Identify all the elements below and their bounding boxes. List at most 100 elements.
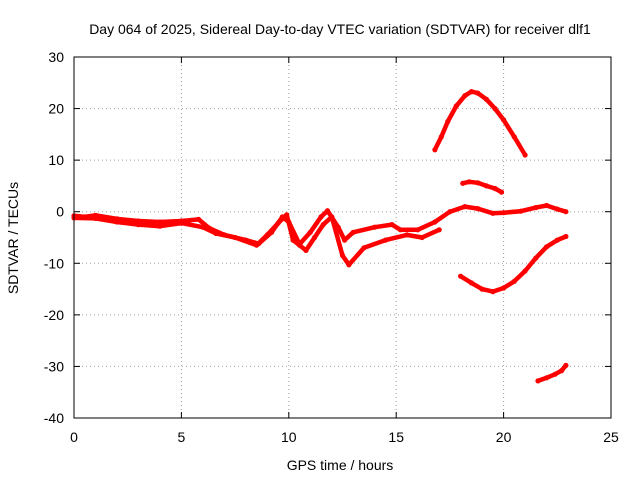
- data-point: [559, 368, 565, 374]
- data-point: [307, 229, 313, 235]
- plot-frame: [73, 56, 612, 419]
- data-point: [492, 106, 498, 112]
- data-point: [436, 227, 442, 233]
- data-point: [264, 232, 270, 238]
- y-tick-label: -20: [44, 307, 64, 323]
- data-point: [178, 220, 184, 226]
- data-point: [544, 244, 550, 250]
- data-point: [339, 252, 346, 259]
- data-point: [157, 223, 163, 229]
- data-point: [554, 206, 560, 212]
- data-point: [296, 242, 303, 248]
- data-point: [483, 183, 489, 189]
- data-point: [342, 237, 348, 243]
- data-point: [462, 93, 468, 99]
- data-point: [498, 189, 505, 195]
- data-point: [554, 237, 560, 243]
- y-tick-label: 30: [48, 49, 64, 65]
- data-point: [200, 224, 206, 230]
- data-point: [318, 214, 324, 220]
- data-point: [438, 134, 444, 140]
- data-point: [361, 245, 367, 251]
- x-tick-label: 0: [70, 429, 78, 445]
- y-tick-label: -30: [44, 358, 64, 374]
- data-point: [404, 232, 410, 238]
- data-point: [303, 247, 309, 253]
- data-point: [468, 280, 474, 286]
- data-point: [458, 273, 464, 279]
- data-point: [501, 117, 507, 123]
- x-tick-label: 10: [281, 429, 297, 445]
- data-point: [447, 209, 453, 215]
- x-tick-label: 5: [178, 429, 186, 445]
- data-point: [432, 147, 438, 153]
- data-point: [466, 179, 472, 185]
- data-point: [372, 224, 378, 230]
- data-point: [462, 204, 468, 210]
- data-point: [552, 371, 558, 377]
- data-point: [135, 222, 141, 228]
- x-tick-label: 15: [388, 429, 404, 445]
- x-tick-label: 20: [496, 429, 512, 445]
- chart-title: Day 064 of 2025, Sidereal Day-to-day VTE…: [89, 21, 591, 37]
- data-point: [232, 234, 238, 241]
- y-axis-label: SDTVAR / TECUs: [5, 182, 21, 294]
- data-point: [324, 208, 331, 214]
- data-point: [501, 210, 507, 216]
- data-point: [483, 96, 489, 102]
- axes: 0 5 10 15 20 25 -40 -30 -20 -10 0 10 20 30: [44, 49, 619, 445]
- data-point: [501, 285, 507, 291]
- data-point: [157, 219, 163, 225]
- data-point: [284, 212, 290, 218]
- y-tick-label: -10: [44, 255, 64, 271]
- data-point: [275, 220, 281, 226]
- data-point: [415, 227, 421, 233]
- data-point: [544, 202, 550, 209]
- data-point: [511, 278, 517, 284]
- data-point: [290, 237, 296, 243]
- data-point: [518, 208, 524, 214]
- data-point: [389, 222, 395, 228]
- data-point: [490, 289, 496, 295]
- data-point: [522, 268, 528, 274]
- data-point: [563, 233, 569, 240]
- data-point: [475, 90, 481, 96]
- data-point: [213, 230, 219, 236]
- data-point: [397, 227, 404, 233]
- data-point: [329, 214, 335, 220]
- data-point: [563, 362, 569, 368]
- data-point: [563, 209, 569, 215]
- x-axis-label: GPS time / hours: [287, 457, 394, 473]
- data-layer: [71, 89, 569, 384]
- data-point: [453, 103, 459, 109]
- data-point: [475, 206, 481, 212]
- data-point: [92, 215, 99, 221]
- data-point: [114, 219, 120, 225]
- series-line-main-band-b: [71, 212, 442, 268]
- data-point: [490, 210, 496, 216]
- data-point: [468, 89, 474, 95]
- data-point: [320, 222, 326, 228]
- data-point: [419, 234, 425, 241]
- data-point: [432, 219, 438, 225]
- y-tick-label: 10: [48, 152, 64, 168]
- data-point: [460, 180, 466, 186]
- data-point: [196, 216, 202, 222]
- x-tick-label: 25: [603, 429, 619, 445]
- data-point: [445, 118, 451, 125]
- data-point: [312, 234, 318, 241]
- data-point: [254, 242, 260, 248]
- data-point: [535, 378, 541, 384]
- y-tick-label: -40: [44, 410, 64, 426]
- data-point: [544, 375, 550, 381]
- data-point: [350, 229, 356, 235]
- data-point: [533, 205, 539, 211]
- data-point: [346, 262, 352, 268]
- data-point: [475, 180, 481, 186]
- data-point: [533, 255, 539, 261]
- data-point: [511, 134, 517, 140]
- y-tick-label: 0: [56, 204, 64, 220]
- data-point: [492, 185, 498, 192]
